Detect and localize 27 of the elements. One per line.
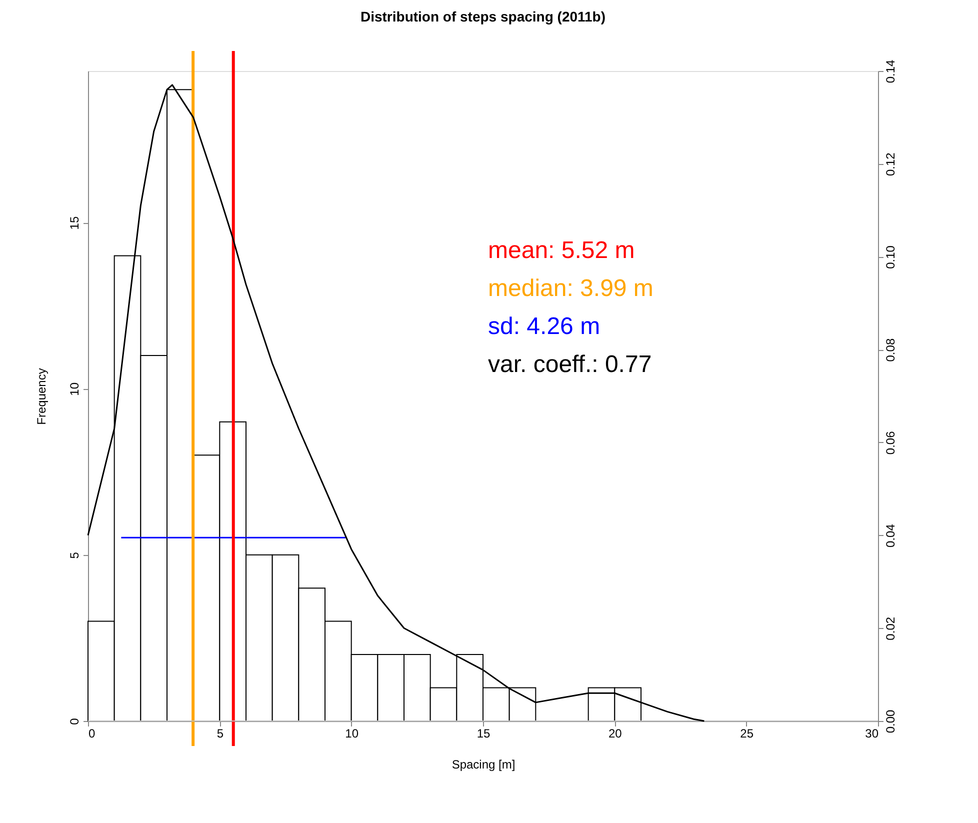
x-tick-label: 10 bbox=[345, 726, 359, 740]
line-series bbox=[87, 84, 705, 722]
x-tick-label: 30 bbox=[865, 726, 879, 740]
y-tick-label: 0 bbox=[68, 718, 82, 725]
y-tick-label: 10 bbox=[68, 382, 82, 396]
y2-tick-label: 0.14 bbox=[884, 60, 898, 84]
y2-tick-label: 0.00 bbox=[884, 710, 898, 734]
y-tick-label: 15 bbox=[68, 216, 82, 230]
x-tick-label: 15 bbox=[476, 726, 490, 740]
y2-tick-label: 0.08 bbox=[884, 338, 898, 362]
ref-line-label: median: 3.99 m bbox=[488, 275, 654, 302]
annotation: var. coeff.: 0.77 bbox=[488, 351, 652, 378]
y2-tick-label: 0.04 bbox=[884, 524, 898, 548]
y2-tick-label: 0.10 bbox=[884, 245, 898, 269]
y2-tick-label: 0.06 bbox=[884, 430, 898, 455]
y2-tick-label: 0.02 bbox=[884, 616, 898, 640]
text: sd: 4.26 m bbox=[488, 313, 600, 340]
x-tick-label: 0 bbox=[88, 726, 96, 740]
x-axis-title: Spacing [m] bbox=[452, 758, 516, 772]
chart-title: Distribution of steps spacing (2011b) bbox=[360, 8, 606, 24]
x-tick-label: 5 bbox=[216, 726, 224, 740]
x-tick-label: 25 bbox=[740, 726, 754, 740]
x-tick-label: 20 bbox=[608, 726, 622, 740]
y2-tick-label: 0.12 bbox=[884, 152, 898, 176]
ref-line-label: mean: 5.52 m bbox=[488, 237, 635, 264]
y-tick-label: 5 bbox=[68, 552, 82, 559]
y-axis-title: Frequency bbox=[34, 368, 48, 425]
